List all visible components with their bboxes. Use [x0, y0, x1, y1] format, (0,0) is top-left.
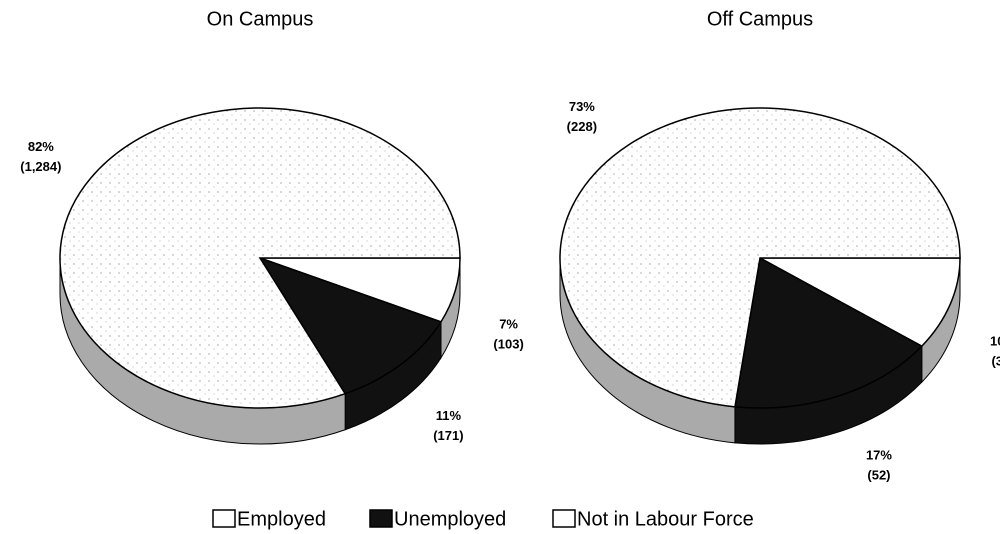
pie-slice	[559, 107, 961, 408]
value-label: 17%	[866, 448, 892, 463]
value-label: 73%	[569, 99, 595, 114]
count-label: (1,284)	[20, 159, 61, 174]
chart-title: Off Campus	[707, 8, 813, 30]
count-label: (52)	[867, 468, 890, 483]
value-label: 7%	[499, 316, 518, 331]
count-label: (171)	[433, 428, 463, 443]
count-label: (31)	[991, 353, 1000, 368]
value-label: 10%	[990, 333, 1000, 348]
count-label: (228)	[567, 119, 597, 134]
pie-slice	[759, 257, 961, 348]
legend-swatch	[369, 509, 393, 528]
count-label: (103)	[493, 336, 523, 351]
legend-label: Unemployed	[394, 508, 506, 530]
value-label: 82%	[28, 139, 54, 154]
pie-slice	[59, 107, 461, 409]
chart-title: On Campus	[207, 8, 314, 30]
legend-label: Not in Labour Force	[577, 508, 754, 530]
pie-slice	[258, 256, 443, 395]
legend-swatch	[552, 509, 576, 528]
legend-swatch	[212, 509, 236, 528]
pie-slice	[734, 256, 924, 409]
legend-label: Employed	[237, 508, 326, 530]
value-label: 11%	[436, 408, 462, 423]
